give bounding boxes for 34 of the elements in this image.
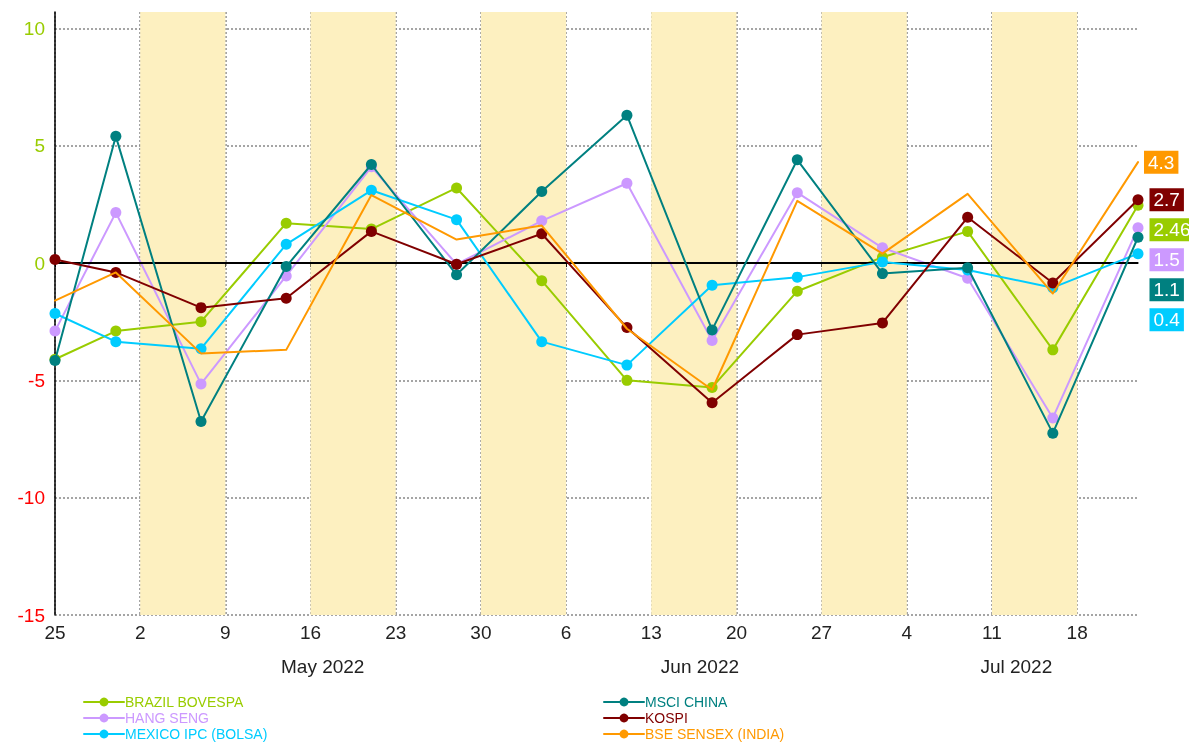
legend-label: BRAZIL BOVESPA [125,694,244,710]
y-tick-label: 10 [23,17,45,39]
x2-tick-label: Jun 2022 [660,656,740,677]
data-label: 2.46 [1153,219,1189,241]
x-tick-label: 20 [725,622,748,643]
legend-label: MEXICO IPC (BOLSA) [125,726,268,742]
data-label: 0.4 [1153,309,1181,331]
legend-label: KOSPI [645,710,688,726]
x-tick-label: 4 [901,622,913,643]
x-tick-label: 25 [44,622,66,643]
y-tick-label: 0 [34,252,45,274]
data-label: 2.7 [1153,189,1180,211]
x-tick-label: 2 [134,622,146,643]
x2-tick-label: Jul 2022 [980,656,1053,677]
legend-label: HANG SENG [125,710,210,726]
x-tick-label: 27 [811,622,833,643]
x-tick-label: 23 [385,622,407,643]
y-tick-label: -15 [17,604,45,626]
y-tick-label: 5 [34,135,45,157]
x-tick-label: 11 [982,622,1002,643]
y-tick-label: -10 [17,487,45,509]
x-tick-label: 13 [640,622,662,643]
x-tick-label: 9 [220,622,231,643]
y-tick-label: -5 [28,369,45,391]
x-tick-label: 6 [560,622,572,643]
x2-tick-label: May 2022 [280,656,365,677]
x-tick-label: 30 [470,622,492,643]
legend-label: MSCI CHINA [645,694,729,710]
x-tick-label: 18 [1066,622,1088,643]
data-label: 4.3 [1148,151,1175,173]
data-label: 1.1 [1153,279,1180,301]
data-label: 1.5 [1153,249,1180,271]
x-tick-label: 16 [299,622,322,643]
legend-label: BSE SENSEX (INDIA) [645,726,785,742]
